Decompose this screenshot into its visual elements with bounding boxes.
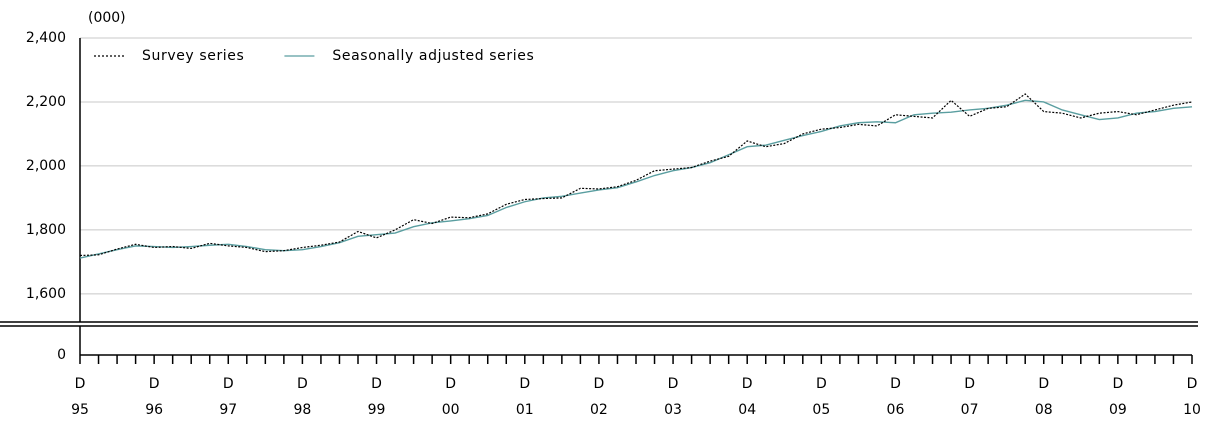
x-tick-label: 04	[738, 402, 756, 418]
x-tick-month: D	[519, 376, 530, 392]
x-tick-month: D	[75, 376, 86, 392]
x-tick-month: D	[297, 376, 308, 392]
x-tick-label: 05	[812, 402, 830, 418]
x-tick-label: 02	[590, 402, 608, 418]
x-tick-month: D	[668, 376, 679, 392]
y-tick-label: 1,600	[26, 286, 66, 302]
series-line	[79, 93, 1193, 257]
x-tick-label: 07	[961, 402, 979, 418]
y-tick-label: 2,200	[26, 94, 66, 110]
x-tick-label: 95	[71, 402, 89, 418]
x-tick-month: D	[1187, 376, 1198, 392]
series-line	[79, 99, 1193, 259]
x-tick-label: 98	[293, 402, 311, 418]
x-tick-label: 06	[887, 402, 905, 418]
x-tick-month: D	[445, 376, 456, 392]
legend-label: Survey series	[142, 48, 244, 64]
y-tick-label: 2,400	[26, 30, 66, 46]
x-tick-label: 99	[368, 402, 386, 418]
x-tick-month: D	[816, 376, 827, 392]
x-tick-label: 01	[516, 402, 534, 418]
x-tick-label: 09	[1109, 402, 1127, 418]
x-tick-label: 00	[442, 402, 460, 418]
y-axis-label: (000)	[88, 10, 126, 26]
x-tick-month: D	[890, 376, 901, 392]
legend-label: Seasonally adjusted series	[332, 48, 534, 64]
x-tick-label: 10	[1183, 402, 1201, 418]
x-tick-month: D	[594, 376, 605, 392]
x-tick-month: D	[1038, 376, 1049, 392]
x-tick-label: 03	[664, 402, 682, 418]
x-tick-month: D	[371, 376, 382, 392]
x-tick-month: D	[1112, 376, 1123, 392]
x-tick-month: D	[964, 376, 975, 392]
x-tick-label: 97	[219, 402, 237, 418]
y-tick-label: 2,000	[26, 158, 66, 174]
y-tick-label: 1,800	[26, 222, 66, 238]
x-tick-month: D	[149, 376, 160, 392]
y-tick-label: 0	[57, 347, 66, 363]
x-tick-month: D	[223, 376, 234, 392]
x-tick-label: 08	[1035, 402, 1053, 418]
x-tick-month: D	[742, 376, 753, 392]
x-tick-label: 96	[145, 402, 163, 418]
